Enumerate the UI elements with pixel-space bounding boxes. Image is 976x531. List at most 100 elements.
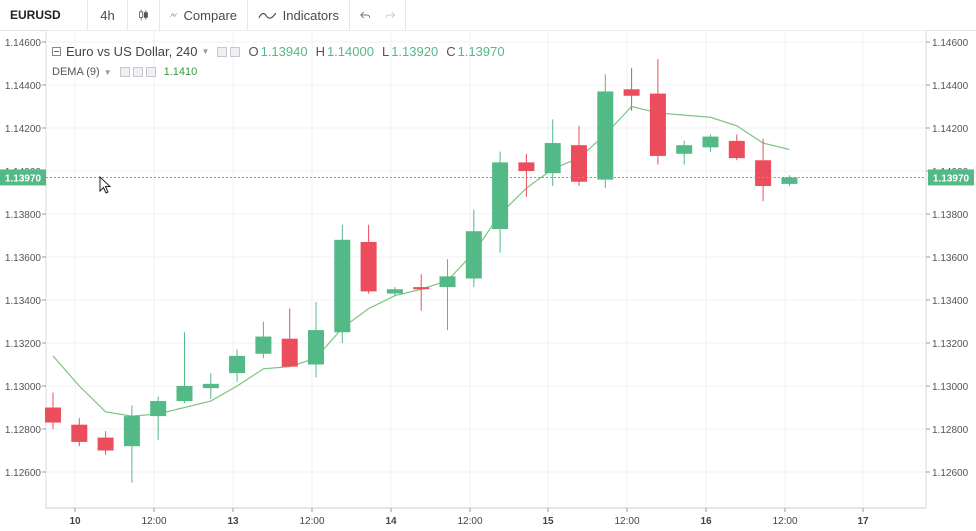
undo-redo-group	[350, 0, 406, 30]
y-tick-label: 1.14600	[5, 38, 42, 49]
y-tick-label: 1.12800	[932, 425, 969, 436]
eye-icon[interactable]	[217, 46, 228, 57]
close-icon[interactable]	[145, 67, 156, 77]
y-tick-label: 1.13200	[932, 339, 969, 350]
candle-body	[676, 145, 693, 154]
top-toolbar: EURUSD 4h Compare Indicators	[0, 0, 976, 31]
x-tick-label: 12:00	[772, 516, 797, 527]
y-tick-label: 1.13000	[5, 382, 42, 393]
candle-body	[439, 276, 456, 288]
candle	[623, 67, 640, 111]
x-tick-label: 12:00	[299, 516, 324, 527]
candle-body	[728, 140, 745, 159]
indicators-button[interactable]: Indicators	[248, 0, 350, 30]
candle	[97, 431, 114, 455]
candle	[597, 74, 614, 189]
candle-body	[255, 336, 272, 354]
low-label: L	[381, 44, 390, 59]
plot-area	[45, 30, 927, 509]
undo-icon[interactable]	[360, 9, 371, 21]
y-tick-label: 1.13400	[5, 296, 42, 307]
y-tick-label: 1.12600	[932, 468, 969, 479]
candle-body	[386, 289, 403, 294]
y-tick-label: 1.12600	[5, 468, 42, 479]
candle	[123, 405, 140, 483]
candle	[386, 287, 403, 296]
candle-body	[781, 177, 798, 184]
candle	[150, 396, 167, 440]
candle-body	[45, 407, 61, 423]
chart-type-button[interactable]	[128, 0, 160, 30]
candle	[45, 392, 61, 429]
candle	[255, 321, 272, 359]
interval-button[interactable]: 4h	[88, 0, 128, 30]
price-axis-left: 1.146001.144001.142001.140001.138001.136…	[5, 38, 46, 479]
eye-icon[interactable]	[119, 67, 130, 77]
y-tick-label: 1.14600	[932, 38, 969, 49]
interval-label: 4h	[100, 7, 115, 23]
x-tick-label: 12:00	[614, 516, 639, 527]
x-tick-label: 17	[857, 516, 869, 527]
candle-body	[123, 416, 140, 447]
candle	[781, 175, 798, 187]
y-tick-label: 1.13400	[932, 296, 969, 307]
chevron-down-icon[interactable]: ▼	[201, 47, 210, 56]
candle	[755, 138, 772, 202]
y-tick-label: 1.13600	[5, 253, 42, 264]
y-tick-label: 1.13000	[932, 382, 969, 393]
candle	[229, 349, 246, 382]
price-chart[interactable]: 10 12:00 13 12:00 14 12:00 15 12:00 16 12:00 17 1.…	[0, 30, 976, 531]
collapse-icon[interactable]	[52, 47, 61, 56]
y-tick-label: 1.14200	[932, 124, 969, 135]
candle	[728, 134, 745, 161]
candle	[413, 274, 430, 311]
candle-body	[465, 231, 482, 279]
high-value: 1.14000	[326, 44, 374, 59]
candle	[281, 308, 298, 367]
compare-label: Compare	[183, 7, 237, 23]
indicators-icon	[258, 12, 277, 19]
candle-body	[281, 338, 298, 367]
chevron-down-icon[interactable]: ▼	[103, 67, 112, 77]
candle-body	[571, 145, 587, 182]
indicators-label: Indicators	[282, 7, 339, 23]
series-legend: Euro vs US Dollar, 240 ▼ O 1.13940 H 1.1…	[52, 44, 505, 59]
y-tick-label: 1.13800	[5, 210, 42, 221]
last-price-label-right: 1.13970	[933, 173, 970, 184]
candle-body	[97, 437, 114, 451]
y-tick-label: 1.13200	[5, 339, 42, 350]
x-tick-label: 10	[69, 516, 81, 527]
candle-body	[623, 89, 640, 96]
candle	[518, 153, 535, 197]
candle-body	[649, 93, 666, 156]
compare-icon	[170, 12, 178, 18]
close-label: C	[446, 44, 456, 59]
x-tick-label: 12:00	[457, 516, 482, 527]
compare-button[interactable]: Compare	[160, 0, 248, 30]
candle	[439, 259, 456, 331]
candle-body	[202, 383, 219, 389]
candle	[71, 418, 88, 447]
y-tick-label: 1.14200	[5, 124, 42, 135]
redo-icon[interactable]	[384, 9, 396, 21]
y-tick-label: 1.14400	[932, 81, 969, 92]
candle-body	[176, 386, 193, 402]
candle-body	[518, 162, 535, 171]
y-tick-label: 1.13600	[932, 253, 969, 264]
indicator-value: 1.1410	[163, 66, 198, 78]
series-title: Euro vs US Dollar, 240	[66, 44, 198, 59]
candle	[544, 119, 561, 187]
settings-icon[interactable]	[132, 67, 143, 77]
mouse-cursor-icon	[99, 176, 112, 194]
candle-body	[702, 136, 719, 148]
time-axis: 10 12:00 13 12:00 14 12:00 15 12:00 16 12:00 17	[69, 508, 869, 527]
candle	[492, 151, 509, 253]
last-price-line: 1.13970 1.13970	[0, 169, 974, 186]
candle	[334, 224, 351, 343]
symbol-search[interactable]: EURUSD	[0, 0, 88, 30]
candle	[676, 140, 693, 165]
x-tick-label: 13	[227, 516, 239, 527]
candle-body	[229, 355, 246, 374]
candle	[360, 224, 377, 294]
settings-icon[interactable]	[230, 46, 241, 57]
